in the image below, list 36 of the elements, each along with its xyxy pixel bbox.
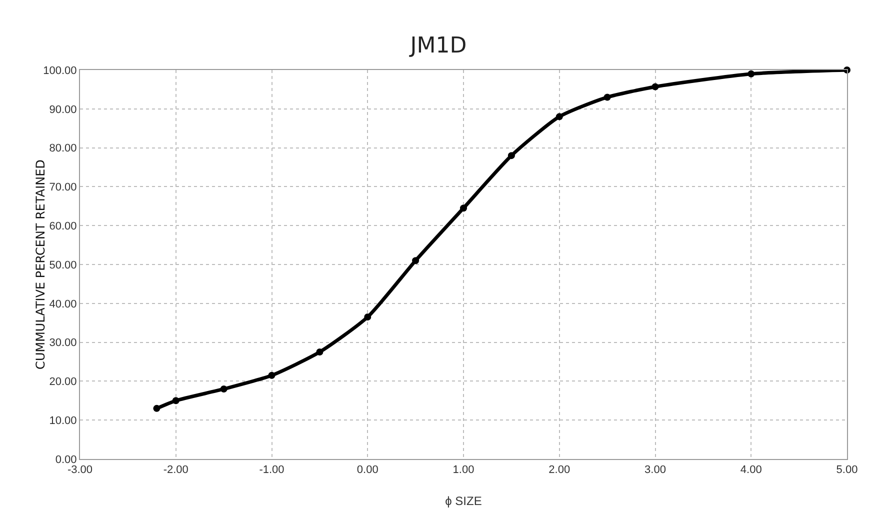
point xyxy=(604,94,611,101)
y-tick-label: 90.00 xyxy=(49,104,77,116)
x-tick-label: 5.00 xyxy=(836,464,858,476)
chart-title: JM1D xyxy=(408,33,467,58)
point xyxy=(748,70,755,78)
point xyxy=(412,257,420,264)
y-tick-label: 60.00 xyxy=(49,220,77,232)
x-axis-title: ϕ SIZE xyxy=(445,494,482,508)
x-tick-label: -2.00 xyxy=(163,464,188,476)
point xyxy=(316,348,324,356)
y-tick-label: 80.00 xyxy=(49,142,77,155)
x-tick-label: 2.00 xyxy=(548,464,570,476)
point xyxy=(153,404,160,412)
point xyxy=(220,385,228,392)
y-tick-label: 70.00 xyxy=(49,182,77,194)
x-tick-label: -1.00 xyxy=(259,464,284,476)
x-tick-label: 4.00 xyxy=(740,464,762,476)
y-tick-label: 40.00 xyxy=(49,298,77,310)
y-axis-title: CUMMULATIVE PERCENT RETAINED xyxy=(33,160,48,370)
point xyxy=(460,204,467,212)
y-tick-label: 10.00 xyxy=(49,414,77,427)
y-tick-label: 30.00 xyxy=(49,337,77,350)
x-tick-label: 0.00 xyxy=(356,464,378,476)
x-tick-label: 3.00 xyxy=(644,464,666,476)
point xyxy=(268,372,276,379)
y-tick-label: 0.00 xyxy=(55,454,77,466)
y-tick-label: 50.00 xyxy=(49,259,77,272)
point xyxy=(364,314,372,321)
point xyxy=(172,397,180,404)
x-tick-label: -3.00 xyxy=(67,464,93,476)
point xyxy=(556,113,563,120)
point xyxy=(652,83,659,90)
y-tick-label: 20.00 xyxy=(49,376,77,388)
point xyxy=(508,152,515,160)
x-tick-label: 1.00 xyxy=(452,464,474,476)
y-tick-label: 100.00 xyxy=(43,64,77,77)
